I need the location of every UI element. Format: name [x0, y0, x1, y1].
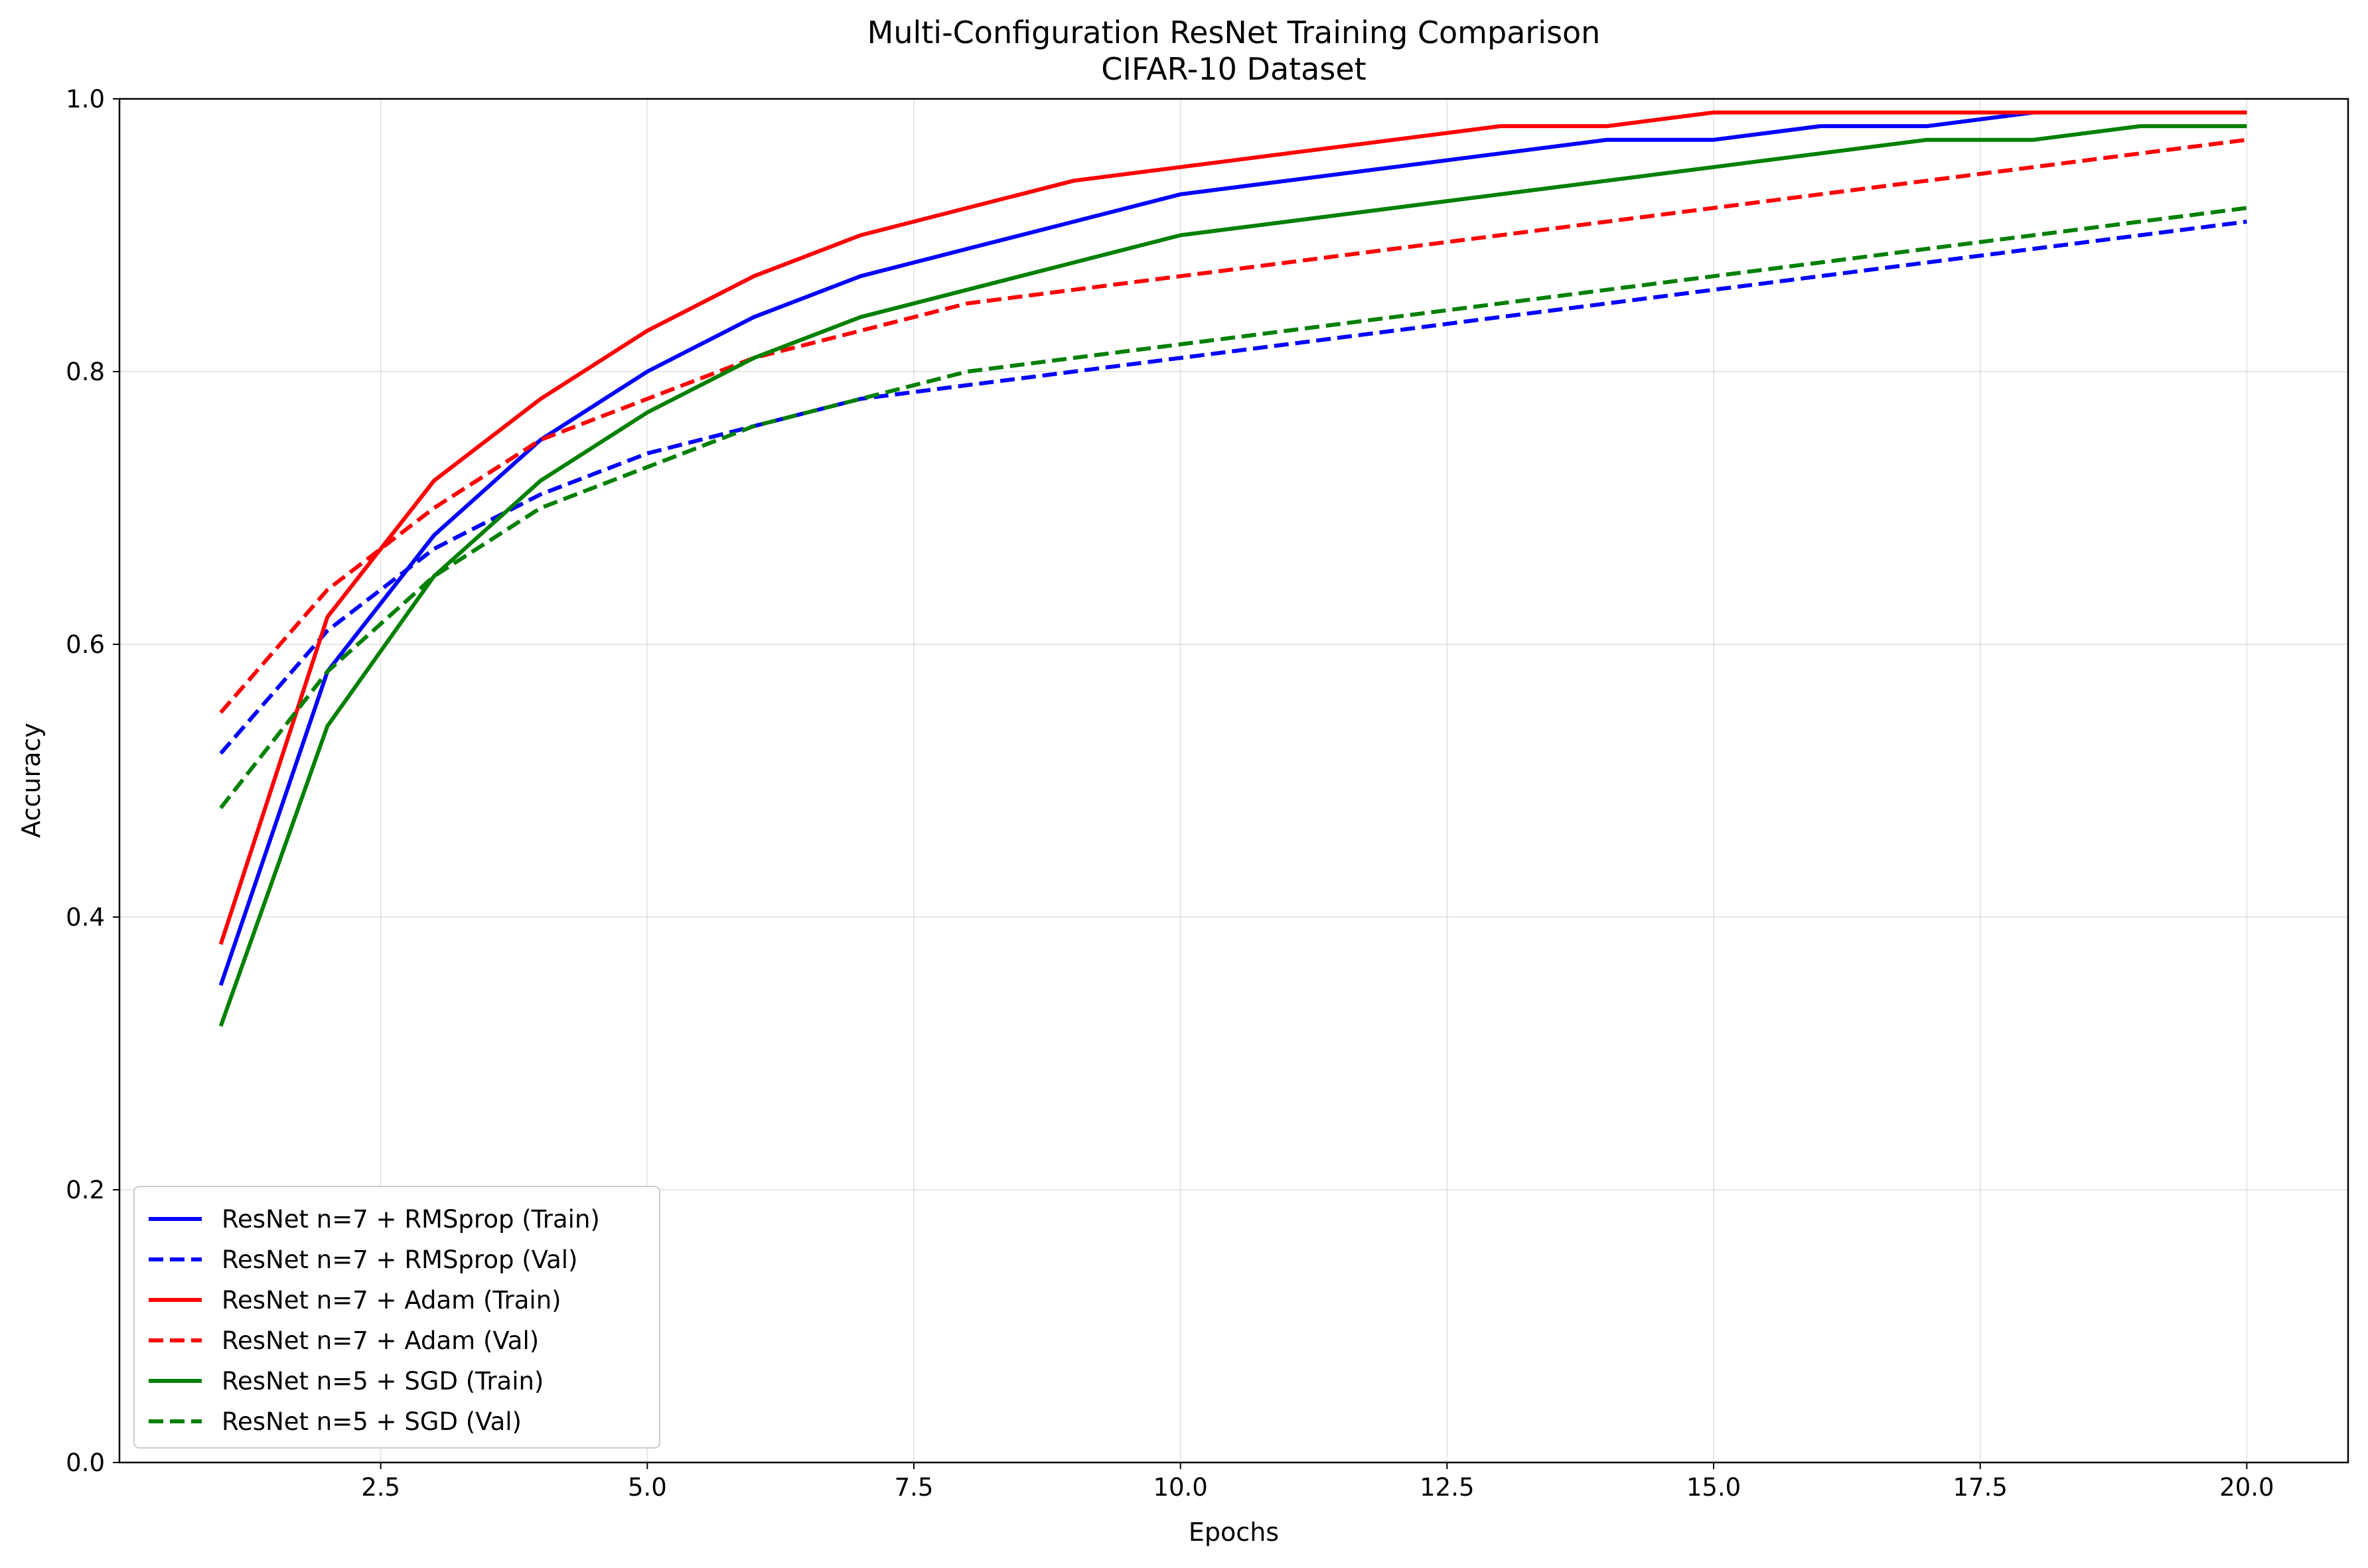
- chart-title: Multi-Configuration ResNet Training Comp…: [867, 15, 1601, 50]
- legend-label: ResNet n=7 + RMSprop (Train): [222, 1205, 600, 1234]
- plot-frame: [118, 98, 2349, 1464]
- x-tick-label: 10.0: [1153, 1473, 1207, 1502]
- legend: ResNet n=7 + RMSprop (Train) ResNet n=7 +…: [133, 1186, 660, 1449]
- series-line-6: [219, 206, 2247, 810]
- x-tick-label: 20.0: [2219, 1473, 2274, 1502]
- series-lines: [218, 110, 2247, 1027]
- x-tick-label: 15.0: [1686, 1473, 1741, 1502]
- series-line-3: [218, 110, 2247, 946]
- legend-label: ResNet n=7 + Adam (Val): [222, 1326, 539, 1355]
- x-tick-label: 12.5: [1420, 1473, 1474, 1502]
- legend-label: ResNet n=7 + Adam (Train): [222, 1286, 561, 1315]
- chart-subtitle: CIFAR-10 Dataset: [1101, 51, 1366, 87]
- axis-ticks: 2.5 5.0 7.5 10.0 12.5 15.0 17.5 20.0 0.0 0.2 0.4 0.…: [66, 85, 2274, 1502]
- series-line-5: [218, 124, 2247, 1027]
- series-line-1: [218, 110, 2247, 986]
- y-tick-label: 1.0: [66, 85, 105, 113]
- x-tick-label: 7.5: [895, 1473, 934, 1502]
- y-axis-label: Accuracy: [17, 723, 46, 838]
- legend-box: [133, 1186, 660, 1449]
- series-line-2: [219, 220, 2247, 755]
- y-tick-label: 0.0: [66, 1449, 105, 1477]
- x-tick-label: 2.5: [361, 1473, 400, 1502]
- y-tick-label: 0.2: [66, 1176, 105, 1204]
- x-tick-label: 5.0: [628, 1473, 667, 1502]
- legend-label: ResNet n=5 + SGD (Val): [222, 1407, 522, 1436]
- legend-label: ResNet n=5 + SGD (Train): [222, 1367, 544, 1395]
- x-axis-label: Epochs: [1189, 1518, 1279, 1547]
- y-tick-label: 0.6: [66, 630, 105, 659]
- y-tick-label: 0.4: [66, 903, 105, 932]
- x-tick-label: 17.5: [1953, 1473, 2007, 1502]
- legend-label: ResNet n=7 + RMSprop (Val): [222, 1246, 577, 1274]
- y-tick-label: 0.8: [66, 358, 105, 386]
